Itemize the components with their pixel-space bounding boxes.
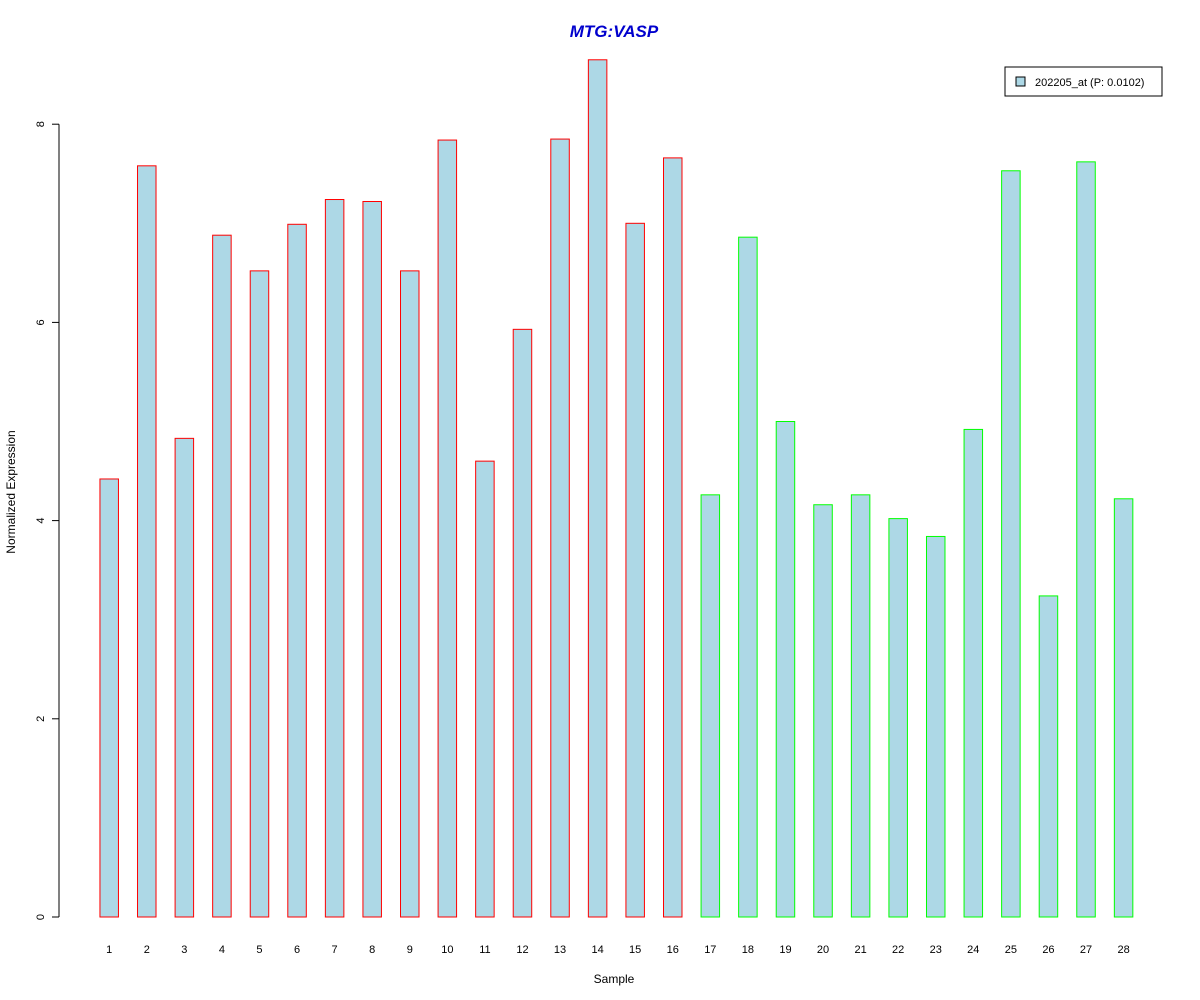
bar-sample-14 xyxy=(587,59,608,918)
x-tick-label: 12 xyxy=(516,944,528,956)
y-tick-label: 2 xyxy=(35,716,47,722)
y-tick-label: 8 xyxy=(35,121,47,127)
bar-sample-20 xyxy=(813,504,833,918)
bar-sample-28 xyxy=(1113,498,1134,918)
x-tick-label: 5 xyxy=(256,944,262,956)
x-tick-label: 17 xyxy=(704,944,716,956)
x-axis: 1 2 3 4 5 6 7 8 9 10 11 12 13 14 15 16 17 18 19 20 21 22 23 24 2… xyxy=(106,944,1130,956)
x-tick-label: 18 xyxy=(742,944,754,956)
x-tick-label: 1 xyxy=(106,944,112,956)
y-tick-label: 0 xyxy=(35,914,47,920)
x-tick-label: 11 xyxy=(479,944,490,956)
x-tick-label: 27 xyxy=(1080,944,1092,956)
y-axis: 0 2 4 6 8 xyxy=(35,121,60,920)
bar-sample-3 xyxy=(174,437,195,918)
x-tick-label: 6 xyxy=(294,944,300,956)
x-tick-label: 2 xyxy=(144,944,150,956)
bar-sample-27 xyxy=(1076,161,1096,918)
bar-sample-2 xyxy=(137,165,157,918)
x-tick-label: 28 xyxy=(1117,944,1129,956)
bar-sample-8 xyxy=(362,200,382,918)
bar-sample-6 xyxy=(287,223,307,918)
x-tick-label: 16 xyxy=(667,944,679,956)
bar-sample-9 xyxy=(400,270,420,918)
bar-sample-16 xyxy=(663,157,683,918)
x-tick-label: 9 xyxy=(407,944,413,956)
bar-sample-12 xyxy=(512,328,533,918)
bar-sample-23 xyxy=(925,535,946,918)
bar-sample-13 xyxy=(550,138,570,918)
bar-sample-4 xyxy=(212,234,232,918)
legend: 202205_at (P: 0.0102) xyxy=(1004,66,1163,97)
bar-sample-21 xyxy=(850,494,871,918)
bar-sample-10 xyxy=(437,139,458,918)
x-tick-label: 13 xyxy=(554,944,566,956)
x-tick-label: 25 xyxy=(1005,944,1017,956)
legend-box xyxy=(1004,66,1163,97)
bar-sample-5 xyxy=(249,270,270,918)
x-tick-label: 4 xyxy=(219,944,225,956)
bar-sample-19 xyxy=(775,421,796,918)
x-tick-label: 23 xyxy=(930,944,942,956)
bar-sample-1 xyxy=(99,478,119,918)
chart-title: MTG:VASP xyxy=(570,22,659,41)
bar-sample-11 xyxy=(475,460,495,918)
bar-sample-24 xyxy=(963,428,984,918)
bars xyxy=(99,59,1134,918)
x-tick-label: 24 xyxy=(967,944,979,956)
y-tick-label: 6 xyxy=(35,319,47,325)
bar-sample-22 xyxy=(888,518,908,918)
y-axis-label: Normalized Expression xyxy=(4,430,18,553)
legend-label: 202205_at (P: 0.0102) xyxy=(1035,77,1144,89)
x-tick-label: 7 xyxy=(332,944,338,956)
x-tick-label: 21 xyxy=(854,944,866,956)
x-tick-label: 19 xyxy=(779,944,791,956)
x-tick-label: 26 xyxy=(1042,944,1054,956)
bar-sample-18 xyxy=(738,236,758,918)
bar-sample-17 xyxy=(700,494,721,918)
x-tick-label: 22 xyxy=(892,944,904,956)
x-tick-label: 15 xyxy=(629,944,641,956)
bar-sample-25 xyxy=(1001,170,1021,918)
x-tick-label: 20 xyxy=(817,944,829,956)
legend-swatch xyxy=(1015,76,1026,87)
bar-sample-26 xyxy=(1038,595,1059,918)
y-tick-label: 4 xyxy=(35,518,47,524)
x-tick-label: 10 xyxy=(441,944,453,956)
x-axis-label: Sample xyxy=(594,972,635,986)
bar-sample-7 xyxy=(324,199,345,918)
x-tick-label: 14 xyxy=(591,944,603,956)
bar-sample-15 xyxy=(625,222,645,918)
x-tick-label: 8 xyxy=(369,944,375,956)
x-tick-label: 3 xyxy=(181,944,187,956)
